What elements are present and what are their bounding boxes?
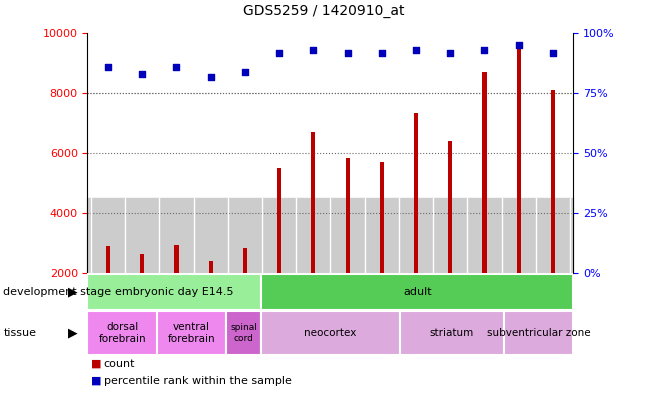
Text: ■: ■ — [91, 359, 101, 369]
Text: striatum: striatum — [430, 328, 474, 338]
Point — [308, 47, 319, 53]
Bar — [140, 253, 145, 273]
Bar — [380, 162, 384, 273]
Text: GDS5259 / 1420910_at: GDS5259 / 1420910_at — [243, 4, 405, 18]
Text: percentile rank within the sample: percentile rank within the sample — [104, 376, 292, 386]
Bar — [504, 311, 573, 355]
Text: embryonic day E14.5: embryonic day E14.5 — [115, 287, 233, 297]
Bar — [157, 311, 226, 355]
Bar — [261, 311, 400, 355]
Bar — [400, 311, 504, 355]
Point — [480, 47, 490, 53]
Bar — [243, 248, 247, 273]
Bar — [516, 45, 521, 273]
Bar — [311, 132, 316, 273]
Bar — [87, 311, 157, 355]
Point — [342, 50, 353, 56]
Text: count: count — [104, 359, 135, 369]
Point — [205, 73, 216, 80]
Bar — [261, 274, 573, 310]
Text: ▶: ▶ — [68, 285, 78, 298]
Text: ventral
forebrain: ventral forebrain — [168, 322, 215, 344]
Bar — [209, 261, 213, 273]
Point — [137, 71, 148, 77]
Bar — [551, 90, 555, 273]
Bar — [87, 198, 573, 273]
Point — [103, 64, 113, 70]
Text: neocortex: neocortex — [305, 328, 356, 338]
Bar — [87, 274, 261, 310]
Point — [240, 69, 250, 75]
Text: ▶: ▶ — [68, 327, 78, 340]
Bar — [448, 141, 452, 273]
Bar — [106, 246, 110, 273]
Bar — [345, 158, 350, 273]
Point — [445, 50, 456, 56]
Bar — [174, 245, 178, 273]
Bar — [226, 311, 261, 355]
Point — [274, 50, 284, 56]
Point — [548, 50, 558, 56]
Text: subventricular zone: subventricular zone — [487, 328, 590, 338]
Text: dorsal
forebrain: dorsal forebrain — [98, 322, 146, 344]
Text: tissue: tissue — [3, 328, 36, 338]
Bar — [414, 113, 418, 273]
Bar — [277, 168, 281, 273]
Point — [513, 42, 524, 48]
Text: development stage: development stage — [3, 287, 111, 297]
Text: ■: ■ — [91, 376, 101, 386]
Point — [376, 50, 387, 56]
Text: adult: adult — [403, 287, 432, 297]
Point — [171, 64, 181, 70]
Text: spinal
cord: spinal cord — [230, 323, 257, 343]
Bar — [483, 72, 487, 273]
Point — [411, 47, 421, 53]
